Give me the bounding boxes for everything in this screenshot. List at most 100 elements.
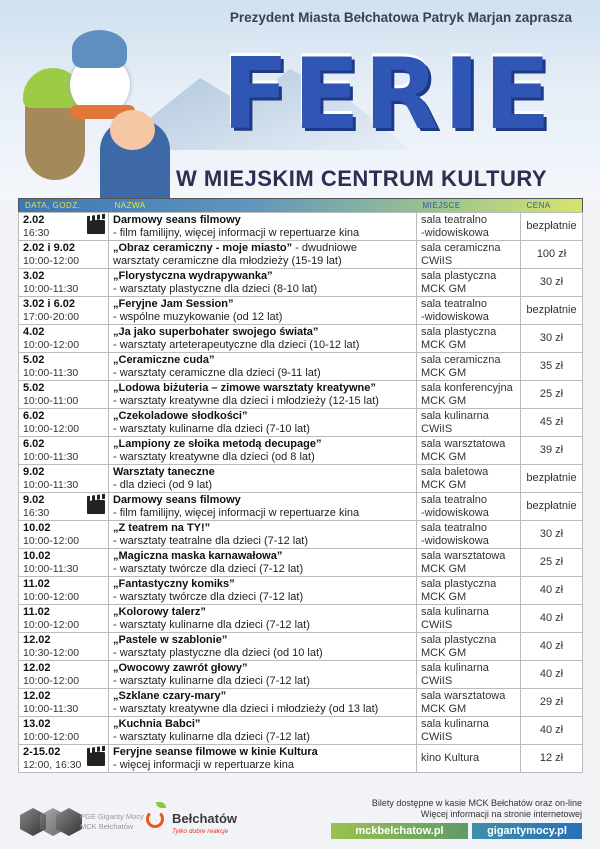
event-time: 12:00, 16:30	[23, 758, 82, 771]
table-row: 10.02 10:00-11:30 „Magiczna maska karnawał…	[18, 548, 583, 577]
place-line-2: CWiIS	[421, 618, 453, 631]
event-description: - film familijny, więcej informacji w re…	[113, 226, 360, 239]
event-date: 12.02	[23, 662, 51, 674]
event-description: - warsztaty kreatywne dla dzieci (od 8 l…	[113, 450, 315, 463]
place-line-2: CWiIS	[421, 674, 453, 687]
place-cell: sala kulinarna CWiIS	[416, 660, 521, 689]
event-description: - warsztaty ceramiczne dla dzieci (9-11 …	[113, 366, 321, 379]
event-title: Darmowy seans filmowy	[113, 214, 241, 226]
event-title: Darmowy seans filmowy	[113, 494, 241, 506]
place-line-1: sala warsztatowa	[421, 550, 506, 562]
event-title: „Kolorowy talerz”	[113, 606, 206, 618]
name-cell: „Magiczna maska karnawałowa” - warsztaty …	[108, 548, 417, 577]
price-cell: bezpłatnie	[520, 296, 583, 325]
event-title: „Kuchnia Babci”	[113, 718, 201, 730]
price-cell: 39 zł	[520, 436, 583, 465]
clapperboard-icon	[87, 500, 105, 514]
event-title-suffix: - dwudniowe	[292, 242, 357, 254]
price-cell: 30 zł	[520, 520, 583, 549]
table-row: 3.02 i 6.02 17:00-20:00 „Feryjne Jam Sessi…	[18, 296, 583, 325]
place-line-1: sala ceramiczna	[421, 354, 501, 366]
name-cell: „Fantastyczny komiks” - warsztaty twórcze…	[108, 576, 417, 605]
table-header: DATA, GODZ. NAZWA MIEJSCE CENA	[18, 198, 583, 213]
place-cell: sala ceramiczna MCK GM	[416, 352, 521, 381]
table-row: 6.02 10:00-11:30 „Lampiony ze słoika metod…	[18, 436, 583, 465]
table-row: 2-15.02 12:00, 16:30 Feryjne seanse filmow…	[18, 744, 583, 773]
event-date: 4.02	[23, 326, 45, 338]
place-line-2: MCK GM	[421, 562, 467, 575]
event-time: 10:00-11:30	[23, 478, 79, 491]
ticket-info-line-2: Więcej informacji na stronie internetowe…	[420, 809, 582, 819]
name-cell: „Kuchnia Babci” - warsztaty kulinarne dla…	[108, 716, 417, 745]
price-cell: 40 zł	[520, 632, 583, 661]
price-cell: 12 zł	[520, 744, 583, 773]
place-line-2: MCK GM	[421, 282, 467, 295]
event-time: 10:00-12:00	[23, 534, 80, 547]
place-cell: sala baletowa MCK GM	[416, 464, 521, 493]
place-line-1: sala teatralno	[421, 522, 488, 534]
table-row: 10.02 10:00-12:00 „Z teatrem na TY!” - wars…	[18, 520, 583, 549]
event-date: 10.02	[23, 522, 51, 534]
event-date: 3.02	[23, 270, 45, 282]
place-cell: sala teatralno -widowiskowa	[416, 212, 521, 241]
poster-title: FERIE	[222, 38, 555, 152]
poster-subtitle: W MIEJSKIM CENTRUM KULTURY	[176, 166, 548, 191]
event-description: - warsztaty plastyczne dla dzieci (8-10 …	[113, 282, 318, 295]
place-cell: sala kulinarna CWiIS	[416, 408, 521, 437]
ticket-info-line-1: Bilety dostępne w kasie MCK Bełchatów or…	[371, 798, 582, 808]
event-date: 9.02	[23, 466, 45, 478]
place-line-2: MCK GM	[421, 450, 467, 463]
mckbelchatow-link[interactable]: mckbelchatow.pl	[331, 823, 468, 839]
place-line-2: MCK GM	[421, 478, 467, 491]
price-cell: 40 zł	[520, 660, 583, 689]
power-icon	[146, 810, 164, 828]
event-time: 10:30-12:00	[23, 646, 80, 659]
date-cell: 2-15.02 12:00, 16:30	[18, 744, 109, 773]
event-title: „Owocowy zawrót głowy”	[113, 662, 248, 674]
place-line-2: MCK GM	[421, 646, 467, 659]
place-line-1: sala kulinarna	[421, 718, 489, 730]
table-row: 5.02 10:00-11:30 „Ceramiczne cuda” - warszt…	[18, 352, 583, 381]
table-row: 11.02 10:00-12:00 „Kolorowy talerz” - warsz…	[18, 604, 583, 633]
event-date: 10.02	[23, 550, 51, 562]
date-cell: 10.02 10:00-11:30	[18, 548, 109, 577]
date-cell: 9.02 16:30	[18, 492, 109, 521]
event-date: 3.02 i 6.02	[23, 298, 75, 310]
event-description: - warsztaty kreatywne dla dzieci i młodz…	[113, 394, 379, 407]
place-line-2: -widowiskowa	[421, 310, 489, 323]
place-line-2: MCK GM	[421, 702, 467, 715]
column-header-place: MIEJSCE	[422, 201, 461, 210]
place-cell: sala kulinarna CWiIS	[416, 604, 521, 633]
clapperboard-icon	[87, 220, 105, 234]
hero-illustration: Prezydent Miasta Bełchatowa Patryk Marja…	[0, 0, 600, 200]
event-date: 6.02	[23, 438, 45, 450]
event-description: - warsztaty kulinarne dla dzieci (7-12 l…	[113, 730, 310, 743]
price-cell: 40 zł	[520, 576, 583, 605]
pge-line-1: PGE Giganty Mocy	[80, 812, 144, 821]
column-header-date: DATA, GODZ.	[25, 201, 81, 210]
name-cell: „Ja jako superbohater swojego świata” - w…	[108, 324, 417, 353]
date-cell: 2.02 i 9.02 10:00-12:00	[18, 240, 109, 269]
event-time: 10:00-12:00	[23, 590, 80, 603]
event-time: 10:00-11:30	[23, 702, 79, 715]
place-line-1: sala teatralno	[421, 494, 488, 506]
event-title: Warsztaty taneczne	[113, 466, 215, 478]
place-cell: sala plastyczna MCK GM	[416, 632, 521, 661]
place-line-1: sala warsztatowa	[421, 438, 506, 450]
place-cell: sala teatralno -widowiskowa	[416, 296, 521, 325]
price-cell: bezpłatnie	[520, 492, 583, 521]
table-row: 9.02 16:30 Darmowy seans filmowy - film fam…	[18, 492, 583, 521]
event-time: 10:00-12:00	[23, 618, 80, 631]
event-description: - wspólne muzykowanie (od 12 lat)	[113, 310, 283, 323]
event-title: „Lampiony ze słoika metodą decupage”	[113, 438, 322, 450]
gigantymocy-link[interactable]: gigantymocy.pl	[472, 823, 582, 839]
table-row: 13.02 10:00-12:00 „Kuchnia Babci” - warszta…	[18, 716, 583, 745]
event-time: 10:00-12:00	[23, 674, 80, 687]
place-cell: sala plastyczna MCK GM	[416, 324, 521, 353]
event-time: 10:00-12:00	[23, 422, 80, 435]
event-title: „Ceramiczne cuda”	[113, 354, 215, 366]
event-description: - warsztaty kulinarne dla dzieci (7-10 l…	[113, 422, 310, 435]
name-cell: „Ceramiczne cuda” - warsztaty ceramiczne …	[108, 352, 417, 381]
place-line-2: CWiIS	[421, 730, 453, 743]
date-cell: 9.02 10:00-11:30	[18, 464, 109, 493]
